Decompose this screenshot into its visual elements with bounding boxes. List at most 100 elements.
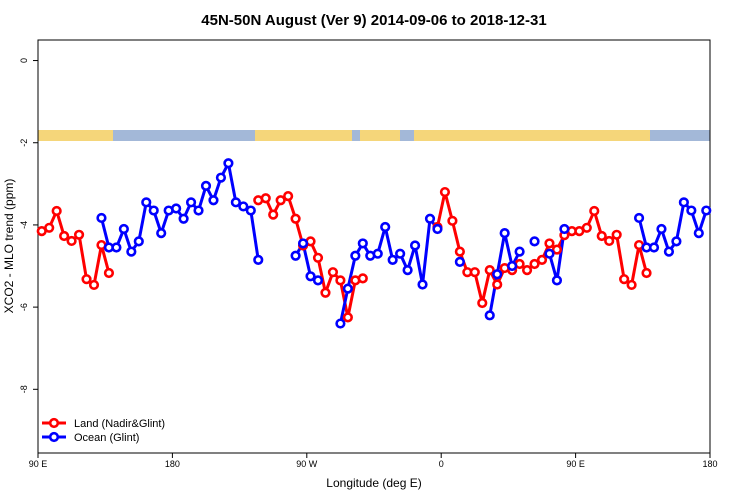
point [96,212,107,224]
point [469,267,480,278]
point [230,197,241,208]
point [492,269,503,280]
point [350,250,361,261]
point [409,240,421,251]
point [544,248,555,259]
point [521,265,533,276]
point [536,254,548,265]
point [290,213,301,224]
point [701,205,712,216]
point [439,186,451,198]
ocean-strip [352,130,360,141]
point [59,230,70,242]
point [141,197,152,208]
point [88,279,100,291]
point [238,201,249,212]
point [148,205,159,216]
point [477,297,488,309]
point [656,223,667,235]
point [395,248,406,259]
point [215,172,227,183]
point [245,205,256,216]
map-strip [38,130,710,141]
legend-marker [48,431,60,443]
point [320,287,331,298]
point [260,193,271,204]
point [327,267,339,278]
point [551,275,563,286]
y-tick-label: -6 [19,303,29,311]
point [208,195,219,206]
point [335,318,346,329]
point [529,258,540,270]
x-tick-label: 90 E [29,459,48,469]
point [387,254,398,265]
point [581,222,592,233]
series-line [100,161,708,324]
point [604,235,615,247]
point [454,256,465,268]
point [44,222,55,233]
ocean-strip [400,130,414,141]
point [424,213,436,224]
point [619,274,630,285]
point [342,283,353,294]
point [66,235,77,247]
point [51,205,62,217]
point [559,223,570,235]
point [81,274,92,285]
point [73,229,85,240]
point [178,213,189,224]
point [275,195,286,206]
point [693,228,704,239]
point [126,246,137,257]
y-tick-label: -4 [19,221,29,229]
point [111,242,122,253]
point [290,250,301,261]
point [200,180,212,191]
point [492,279,503,290]
point [663,246,675,257]
point [611,229,622,240]
point [499,228,510,239]
point [223,158,234,169]
point [633,212,645,224]
legend-label: Land (Nadir&Glint) [74,418,165,430]
point [507,260,518,272]
point [253,254,264,265]
point [447,215,458,226]
point [312,275,324,286]
point [380,221,391,233]
point [357,273,368,284]
point [283,191,294,202]
point [529,236,540,247]
point [551,244,563,255]
point [297,238,309,249]
x-tick-label: 90 W [296,459,318,469]
point [544,238,555,249]
x-axis-label: Longitude (deg E) [326,476,421,490]
point [193,205,204,216]
point [305,271,316,282]
y-axis-label: XCO2 - MLO trend (ppm) [2,179,16,314]
point [514,246,525,257]
point [103,267,115,279]
point [417,279,428,290]
point [185,197,197,208]
point [484,265,495,276]
point [648,242,660,253]
y-tick-label: 0 [19,58,29,63]
point [596,230,607,242]
y-tick-label: -8 [19,385,29,393]
point [432,223,443,235]
point [312,252,324,263]
point [686,205,697,216]
point [589,205,600,217]
point [268,209,279,220]
point [626,279,637,291]
legend-marker [48,417,60,429]
land-strip [255,130,650,141]
point [335,275,346,286]
land-strip [38,130,113,141]
